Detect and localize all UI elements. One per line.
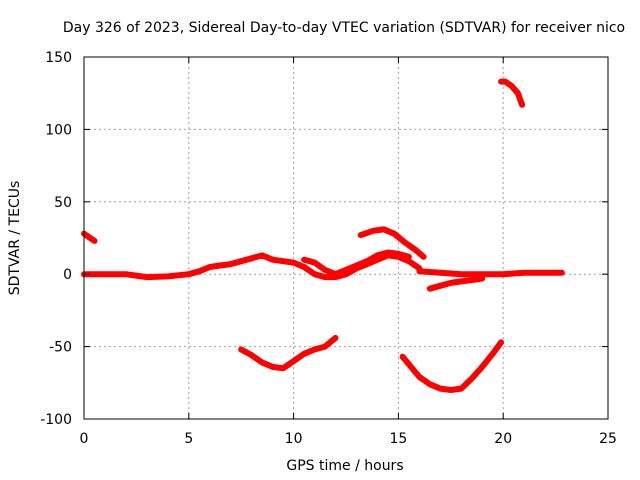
x-tick-label: 5 [184,431,193,447]
series-arc-afternoon-hump [357,226,427,260]
y-tick-label: 150 [45,50,72,66]
axis-ticks: 0 5 10 15 20 25 -100 -50 0 50 100 150 [40,50,617,447]
x-tick-label: 15 [389,431,407,447]
series-arc-baseline [81,252,423,281]
series-arc-low-left [238,334,339,372]
series-arc-low-right [399,339,505,393]
series-arc-late-flat [416,268,565,278]
y-tick-label: 0 [63,267,72,283]
data-series [81,78,565,393]
chart-title: Day 326 of 2023, Sidereal Day-to-day VTE… [63,20,625,36]
series-arc-late-lower [426,275,486,292]
plot-frame [83,56,609,420]
y-tick-label: -100 [40,412,72,428]
series-arc-upper-band [301,249,412,278]
x-tick-label: 20 [494,431,512,447]
series-arc-top-right [498,78,526,108]
x-axis-label: GPS time / hours [286,458,403,474]
series-arc-start-high [81,230,98,244]
x-tick-label: 0 [80,431,89,447]
y-axis-label: SDTVAR / TECUs [7,181,23,296]
grid-lines [84,57,608,419]
x-tick-label: 10 [285,431,303,447]
x-tick-label: 25 [599,431,617,447]
y-tick-label: -50 [49,340,72,356]
y-tick-label: 50 [54,195,72,211]
y-tick-label: 100 [45,122,72,138]
